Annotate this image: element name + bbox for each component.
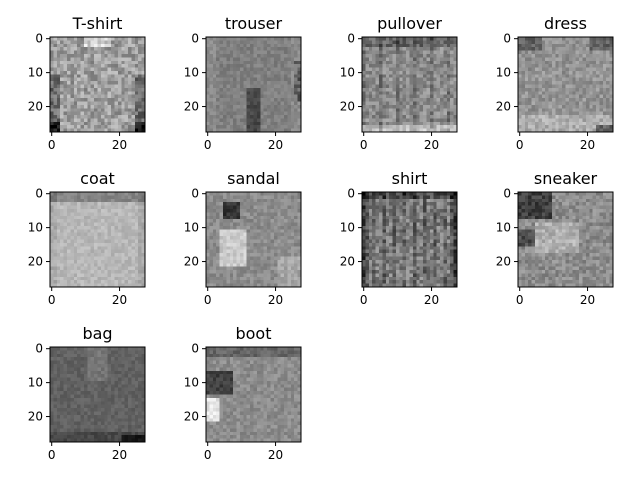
panel-coat-ytick-label-0: 0 bbox=[35, 187, 43, 201]
panel-boot-xtick-label-20: 20 bbox=[268, 448, 283, 462]
panel-sandal-frame bbox=[205, 191, 302, 288]
panel-trouser-frame bbox=[205, 36, 302, 133]
panel-t-shirt-xtick-label-20: 20 bbox=[112, 138, 127, 152]
panel-trouser-xtick-label-20: 20 bbox=[268, 138, 283, 152]
panel-coat-xtick-label-20: 20 bbox=[112, 293, 127, 307]
panel-dress-ytick-label-0: 0 bbox=[503, 32, 511, 46]
panel-bag-image bbox=[50, 347, 146, 443]
panel-sneaker-ytick-label-20: 20 bbox=[496, 255, 511, 269]
panel-bag-frame bbox=[49, 346, 146, 443]
panel-pullover-title: pullover bbox=[377, 14, 442, 33]
panel-pullover-image bbox=[362, 37, 458, 133]
panel-shirt-xtick-label-20: 20 bbox=[424, 293, 439, 307]
panel-dress-frame bbox=[517, 36, 614, 133]
panel-t-shirt: T-shirt 0 20 0 10 20 bbox=[28, 14, 146, 152]
panel-sandal-title: sandal bbox=[227, 169, 280, 188]
panel-bag-ytick-label-20: 20 bbox=[28, 410, 43, 424]
panel-sandal-ytick-label-20: 20 bbox=[184, 255, 199, 269]
panel-shirt-xtick-label-0: 0 bbox=[360, 293, 368, 307]
panel-sandal-xtick-label-0: 0 bbox=[204, 293, 212, 307]
panel-sneaker-ytick-label-10: 10 bbox=[496, 221, 511, 235]
panel-trouser-image bbox=[206, 37, 302, 133]
panel-dress-title: dress bbox=[544, 14, 587, 33]
panel-trouser-ytick-label-0: 0 bbox=[191, 32, 199, 46]
panel-sneaker-title: sneaker bbox=[534, 169, 598, 188]
panel-dress-image bbox=[518, 37, 614, 133]
panel-pullover-frame bbox=[361, 36, 458, 133]
panel-boot-xtick-label-0: 0 bbox=[204, 448, 212, 462]
panel-t-shirt-xtick-label-0: 0 bbox=[48, 138, 56, 152]
panel-coat: coat 0 20 0 10 20 bbox=[28, 169, 146, 307]
panel-shirt-frame bbox=[361, 191, 458, 288]
panel-trouser-ytick-label-10: 10 bbox=[184, 66, 199, 80]
panel-shirt-ytick-label-0: 0 bbox=[347, 187, 355, 201]
panel-shirt-title: shirt bbox=[392, 169, 428, 188]
panel-sneaker-xtick-label-0: 0 bbox=[516, 293, 524, 307]
panel-boot-title: boot bbox=[235, 324, 271, 343]
panel-sandal-image bbox=[206, 192, 302, 288]
panel-pullover-xtick-label-0: 0 bbox=[360, 138, 368, 152]
panel-bag-ytick-label-0: 0 bbox=[35, 342, 43, 356]
panel-shirt-ytick-label-20: 20 bbox=[340, 255, 355, 269]
panel-pullover: pullover 0 20 0 10 20 bbox=[340, 14, 458, 152]
panel-coat-ytick-label-20: 20 bbox=[28, 255, 43, 269]
panel-dress-ytick-label-20: 20 bbox=[496, 100, 511, 114]
panel-boot-ytick-label-20: 20 bbox=[184, 410, 199, 424]
panel-pullover-ytick-label-20: 20 bbox=[340, 100, 355, 114]
panel-sneaker-ytick-label-0: 0 bbox=[503, 187, 511, 201]
panel-t-shirt-image bbox=[50, 37, 146, 133]
panel-trouser: trouser 0 20 0 10 20 bbox=[184, 14, 302, 152]
panel-t-shirt-ytick-label-20: 20 bbox=[28, 100, 43, 114]
panel-t-shirt-frame bbox=[49, 36, 146, 133]
panel-bag-title: bag bbox=[82, 324, 112, 343]
panel-trouser-xtick-label-0: 0 bbox=[204, 138, 212, 152]
panel-coat-ytick-label-10: 10 bbox=[28, 221, 43, 235]
panel-dress: dress 0 20 0 10 20 bbox=[496, 14, 614, 152]
panel-trouser-title: trouser bbox=[225, 14, 283, 33]
panel-sneaker-frame bbox=[517, 191, 614, 288]
panel-t-shirt-ytick-label-0: 0 bbox=[35, 32, 43, 46]
panel-sneaker-xtick-label-20: 20 bbox=[580, 293, 595, 307]
panel-bag-xtick-label-0: 0 bbox=[48, 448, 56, 462]
panel-t-shirt-title: T-shirt bbox=[72, 14, 123, 33]
panel-sneaker-image bbox=[518, 192, 614, 288]
panel-bag-xtick-label-20: 20 bbox=[112, 448, 127, 462]
panel-boot-ytick-label-10: 10 bbox=[184, 376, 199, 390]
panel-pullover-xtick-label-20: 20 bbox=[424, 138, 439, 152]
panel-boot-frame bbox=[205, 346, 302, 443]
panel-coat-frame bbox=[49, 191, 146, 288]
panel-shirt-ytick-label-10: 10 bbox=[340, 221, 355, 235]
panel-sneaker: sneaker 0 20 0 10 20 bbox=[496, 169, 614, 307]
panel-coat-image bbox=[50, 192, 146, 288]
panel-pullover-ytick-label-0: 0 bbox=[347, 32, 355, 46]
panel-bag: bag 0 20 0 10 20 bbox=[28, 324, 146, 462]
panel-dress-ytick-label-10: 10 bbox=[496, 66, 511, 80]
panel-shirt-image bbox=[362, 192, 458, 288]
panel-sandal-ytick-label-0: 0 bbox=[191, 187, 199, 201]
panel-pullover-ytick-label-10: 10 bbox=[340, 66, 355, 80]
panel-sandal-xtick-label-20: 20 bbox=[268, 293, 283, 307]
panel-trouser-ytick-label-20: 20 bbox=[184, 100, 199, 114]
panel-bag-ytick-label-10: 10 bbox=[28, 376, 43, 390]
panel-coat-title: coat bbox=[80, 169, 115, 188]
panel-coat-xtick-label-0: 0 bbox=[48, 293, 56, 307]
panel-boot-ytick-label-0: 0 bbox=[191, 342, 199, 356]
panel-boot-image bbox=[206, 347, 302, 443]
panel-dress-xtick-label-20: 20 bbox=[580, 138, 595, 152]
panel-sandal-ytick-label-10: 10 bbox=[184, 221, 199, 235]
panel-sandal: sandal 0 20 0 10 20 bbox=[184, 169, 302, 307]
panel-shirt: shirt 0 20 0 10 20 bbox=[340, 169, 458, 307]
panel-t-shirt-ytick-label-10: 10 bbox=[28, 66, 43, 80]
panel-boot: boot 0 20 0 10 20 bbox=[184, 324, 302, 462]
panel-dress-xtick-label-0: 0 bbox=[516, 138, 524, 152]
